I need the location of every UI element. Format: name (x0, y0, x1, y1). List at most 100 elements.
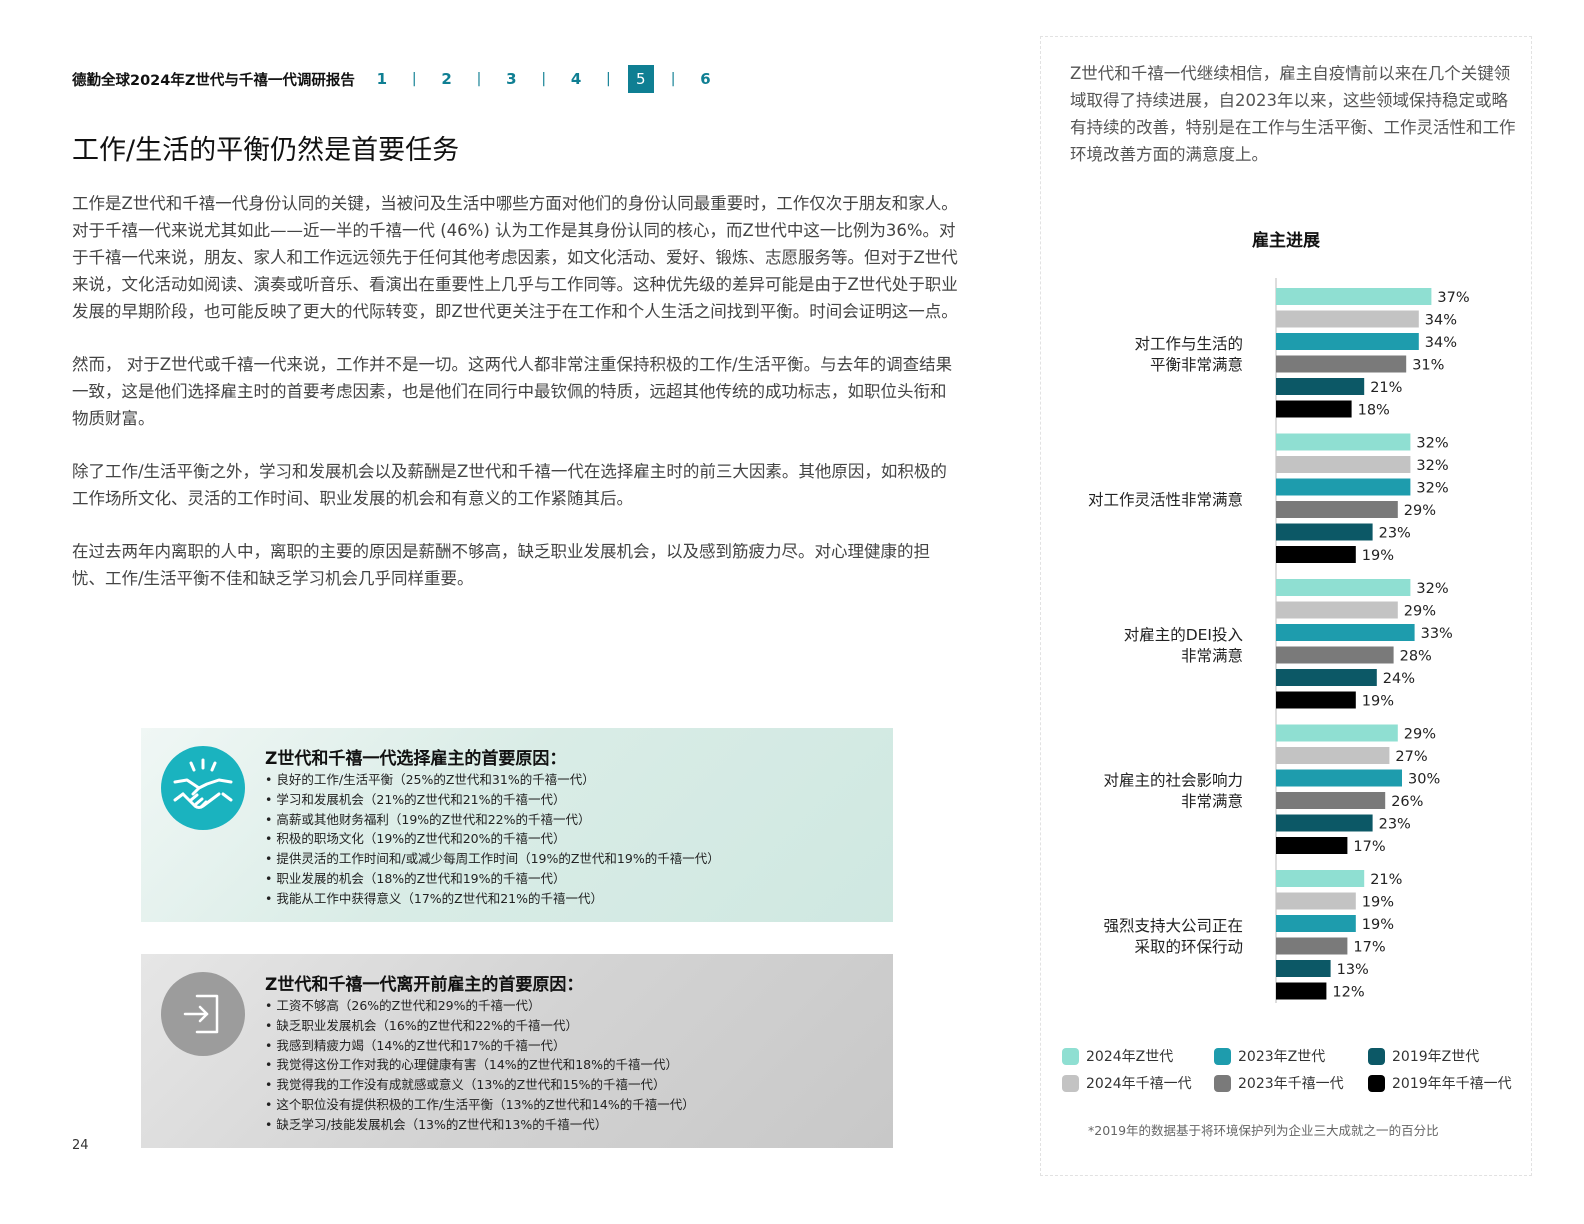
page-link-2[interactable]: 2 (441, 70, 452, 88)
paragraph-2: 然而， 对于Z世代或千禧一代来说，工作并不是一切。这两代人都非常注重保持积极的工… (72, 355, 953, 428)
data-label: 33% (1421, 626, 1453, 642)
page-link-1[interactable]: 1 (376, 70, 388, 88)
page-link-5[interactable]: 5 (627, 65, 654, 93)
data-label: 13% (1337, 962, 1369, 978)
right-panel (1040, 36, 1532, 1176)
bar (1276, 669, 1377, 686)
data-label: 29% (1404, 604, 1436, 620)
data-label: 17% (1353, 839, 1385, 855)
page-heading: 工作/生活的平衡仍然是首要任务 (72, 135, 460, 166)
legend-label: 2019年年千禧一代 (1392, 1076, 1512, 1092)
data-label: 34% (1425, 313, 1457, 329)
bar (1276, 691, 1356, 709)
legend-item: 2024年千禧一代 (1062, 1073, 1192, 1093)
data-label: 17% (1353, 940, 1385, 956)
data-label: 37% (1437, 290, 1469, 306)
page-separator: | (476, 71, 482, 87)
legend-item: 2024年Z世代 (1062, 1046, 1173, 1066)
paragraph-1: 工作是Z世代和千禧一代身份认同的关键，当被问及生活中哪些方面对他们的身份认同最重… (72, 194, 958, 321)
bar (1276, 646, 1394, 664)
data-label: 23% (1379, 526, 1411, 542)
data-label: 28% (1400, 649, 1432, 665)
report-title: 德勤全球2024年Z世代与千禧一代调研报告 (72, 72, 355, 89)
bar (1276, 355, 1407, 373)
legend-swatch (1368, 1047, 1385, 1065)
report-header: 德勤全球2024年Z世代与千禧一代调研报告 1 | 2 | 3 | 4 | 5 | 6 (72, 64, 718, 94)
choose-employer-reasons-box: Z世代和千禧一代选择雇主的首要原因： 良好的工作/生活平衡（25%的Z世代和31… (141, 728, 893, 922)
page-link-6[interactable]: 6 (700, 70, 711, 88)
list-item: 我感到精疲力竭（14%的Z世代和17%的千禧一代） (265, 1036, 695, 1056)
category-label: 采取的环保行动 (1134, 938, 1243, 956)
bar (1276, 310, 1419, 328)
list-item: 学习和发展机会（21%的Z世代和21%的千禧一代） (265, 790, 720, 810)
page-link-3[interactable]: 3 (506, 70, 517, 88)
legend-label: 2024年千禧一代 (1086, 1076, 1192, 1092)
list-item: 缺乏学习/技能发展机会（13%的Z世代和13%的千禧一代） (265, 1115, 695, 1135)
legend-swatch (1062, 1074, 1079, 1092)
bar (1276, 792, 1386, 809)
data-label: 24% (1383, 671, 1415, 687)
list-item: 良好的工作/生活平衡（25%的Z世代和31%的千禧一代） (265, 770, 720, 790)
data-label: 23% (1379, 817, 1411, 833)
data-label: 21% (1370, 872, 1402, 888)
bar (1276, 456, 1411, 473)
category-label: 对雇主的社会影响力 (1103, 772, 1243, 790)
category-label: 非常满意 (1181, 792, 1243, 811)
body-text: 工作是Z世代和千禧一代身份认同的关键，当被问及生活中哪些方面对他们的身份认同最重… (72, 190, 962, 618)
data-label: 26% (1391, 794, 1423, 810)
legend-item: 2019年年千禧一代 (1368, 1073, 1512, 1093)
bar (1276, 378, 1365, 395)
chart-title: 雇主进展 (1252, 230, 1320, 251)
bar (1276, 579, 1411, 596)
bar (1276, 333, 1419, 350)
legend-swatch (1214, 1047, 1231, 1065)
data-label: 19% (1362, 895, 1394, 911)
data-label: 30% (1408, 772, 1440, 788)
data-label: 21% (1370, 380, 1402, 396)
data-label: 18% (1358, 403, 1390, 419)
data-label: 12% (1332, 985, 1364, 1001)
bar (1276, 982, 1327, 1000)
data-label: 19% (1362, 694, 1394, 710)
page-link-4[interactable]: 4 (570, 70, 582, 88)
list-item: 工资不够高（26%的Z世代和29%的千禧一代） (265, 996, 695, 1016)
bar (1276, 870, 1365, 887)
legend-item: 2023年Z世代 (1214, 1046, 1325, 1066)
legend-swatch (1214, 1074, 1231, 1092)
data-label: 32% (1416, 481, 1448, 497)
legend-label: 2023年Z世代 (1238, 1049, 1326, 1065)
bar (1276, 624, 1415, 641)
page-navigation: 1 | 2 | 3 | 4 | 5 | 6 (369, 65, 719, 93)
handshake-icon (161, 746, 245, 830)
leave-reasons-title: Z世代和千禧一代离开前雇主的首要原因： (265, 975, 584, 995)
bar (1276, 433, 1411, 451)
bar (1276, 837, 1348, 854)
choose-reasons-title: Z世代和千禧一代选择雇主的首要原因： (265, 749, 567, 769)
bar (1276, 960, 1331, 977)
choose-reasons-list: 良好的工作/生活平衡（25%的Z世代和31%的千禧一代） 学习和发展机会（21%… (265, 770, 720, 909)
data-label: 27% (1395, 749, 1427, 765)
data-label: 31% (1412, 358, 1444, 374)
bar (1276, 400, 1352, 418)
data-label: 29% (1404, 727, 1436, 743)
leave-reasons-list: 工资不够高（26%的Z世代和29%的千禧一代） 缺乏职业发展机会（16%的Z世代… (265, 996, 695, 1135)
paragraph-4: 在过去两年内离职的人中，离职的主要的原因是薪酬不够高，缺乏职业发展机会，以及感到… (72, 542, 930, 588)
bar (1276, 523, 1373, 541)
bar (1276, 814, 1373, 832)
list-item: 提供灵活的工作时间和/或减少每周工作时间（19%的Z世代和19%的千禧一代） (265, 849, 719, 869)
legend-label: 2023年千禧一代 (1238, 1076, 1344, 1092)
list-item: 我觉得这份工作对我的心理健康有害（14%的Z世代和18%的千禧一代） (265, 1055, 695, 1075)
bar (1276, 546, 1356, 563)
category-label: 对工作灵活性非常满意 (1088, 490, 1243, 509)
bar (1276, 892, 1356, 910)
data-label: 32% (1416, 458, 1448, 474)
leave-employer-reasons-box: Z世代和千禧一代离开前雇主的首要原因： 工资不够高（26%的Z世代和29%的千禧… (141, 954, 893, 1148)
category-label: 对工作与生活的 (1134, 335, 1243, 353)
bar (1276, 288, 1432, 305)
page-separator: | (541, 71, 547, 87)
bar (1276, 478, 1411, 496)
list-item: 这个职位没有提供积极的工作/生活平衡（13%的Z世代和14%的千禧一代） (265, 1095, 694, 1115)
list-item: 高薪或其他财务福利（19%的Z世代和22%的千禧一代） (265, 810, 720, 830)
page-separator: | (670, 71, 676, 87)
